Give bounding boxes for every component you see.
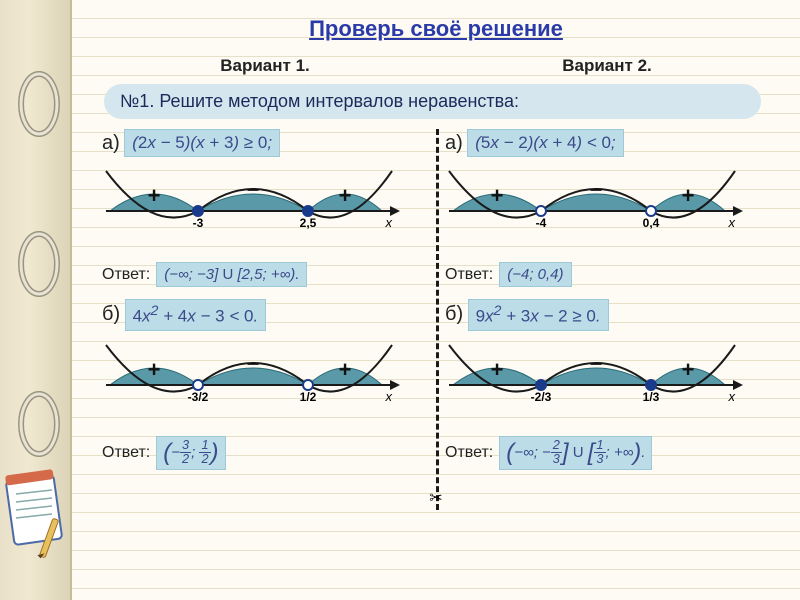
problem-v1a: а) (2x − 5)(x + 3) ≥ 0; [102, 129, 427, 157]
svg-text:x: x [728, 389, 736, 404]
numberline-v2b: + − + -2/3 1/3 x [445, 339, 770, 432]
equation-v2b: 9x2 + 3x − 2 ≥ 0. [468, 299, 609, 331]
equation-v1b: 4x2 + 4x − 3 < 0. [125, 299, 267, 331]
answer-label: Ответ: [445, 444, 493, 462]
svg-text:-4: -4 [536, 216, 547, 230]
notepad-icon [2, 460, 70, 560]
svg-text:+: + [148, 357, 161, 382]
numberline-v1a: + − + -3 2,5 x [102, 165, 427, 258]
svg-text:+: + [339, 357, 352, 382]
answer-formula: (−32; 12) [156, 436, 225, 470]
answer-formula: (−∞; −23] U [13; +∞). [499, 436, 652, 470]
answer-label: Ответ: [102, 444, 150, 462]
variants-row: Вариант 1. Вариант 2. [94, 56, 778, 76]
column-variant-2: а) (5x − 2)(x + 4) < 0; + − + -4 0,4 x О… [437, 129, 778, 482]
svg-text:x: x [728, 215, 736, 230]
svg-text:+: + [339, 183, 352, 208]
numberline-v1b: + − + -3/2 1/2 x [102, 339, 427, 432]
problem-label: б) [102, 303, 120, 326]
svg-text:0,4: 0,4 [643, 216, 660, 230]
variant-1-label: Вариант 1. [220, 56, 310, 76]
svg-text:2,5: 2,5 [300, 216, 317, 230]
answer-v2b: Ответ: (−∞; −23] U [13; +∞). [445, 436, 770, 470]
svg-text:+: + [491, 357, 504, 382]
column-variant-1: а) (2x − 5)(x + 3) ≥ 0; + − + -3 2,5 x О… [94, 129, 435, 482]
instruction-box: №1. Решите методом интервалов неравенств… [104, 84, 761, 119]
column-divider [436, 129, 439, 510]
problem-v1b: б) 4x2 + 4x − 3 < 0. [102, 299, 427, 331]
variant-2-label: Вариант 2. [562, 56, 652, 76]
svg-text:−: − [247, 177, 260, 202]
page-content: Проверь своё решение Вариант 1. Вариант … [72, 0, 800, 600]
svg-text:−: − [247, 351, 260, 376]
svg-text:+: + [148, 183, 161, 208]
svg-text:1/3: 1/3 [643, 390, 660, 404]
answer-label: Ответ: [102, 266, 150, 284]
svg-text:-3/2: -3/2 [188, 390, 209, 404]
problem-label: а) [102, 132, 120, 155]
equation-v1a: (2x − 5)(x + 3) ≥ 0; [124, 129, 280, 157]
answer-label: Ответ: [445, 266, 493, 284]
answer-formula: (−∞; −3] U [2,5; +∞). [156, 262, 307, 287]
problem-v2b: б) 9x2 + 3x − 2 ≥ 0. [445, 299, 770, 331]
ring-icon [18, 70, 60, 138]
page-title: Проверь своё решение [94, 16, 778, 42]
problem-label: б) [445, 303, 463, 326]
problem-v2a: а) (5x − 2)(x + 4) < 0; [445, 129, 770, 157]
svg-text:+: + [682, 357, 695, 382]
svg-text:+: + [682, 183, 695, 208]
numberline-v2a: + − + -4 0,4 x [445, 165, 770, 258]
ring-icon [18, 390, 60, 458]
scissors-icon: ✂ [429, 488, 442, 508]
svg-text:x: x [385, 389, 393, 404]
equation-v2a: (5x − 2)(x + 4) < 0; [467, 129, 623, 157]
svg-text:-3: -3 [193, 216, 204, 230]
svg-text:x: x [385, 215, 393, 230]
answer-formula: (−4; 0,4) [499, 262, 571, 287]
binder-spine [0, 0, 72, 600]
problem-label: а) [445, 132, 463, 155]
answer-v1b: Ответ: (−32; 12) [102, 436, 427, 470]
svg-text:+: + [491, 183, 504, 208]
svg-text:1/2: 1/2 [300, 390, 317, 404]
answer-v1a: Ответ: (−∞; −3] U [2,5; +∞). [102, 262, 427, 287]
ring-icon [18, 230, 60, 298]
answer-v2a: Ответ: (−4; 0,4) [445, 262, 770, 287]
svg-text:−: − [590, 177, 603, 202]
svg-text:−: − [590, 351, 603, 376]
svg-text:-2/3: -2/3 [531, 390, 552, 404]
